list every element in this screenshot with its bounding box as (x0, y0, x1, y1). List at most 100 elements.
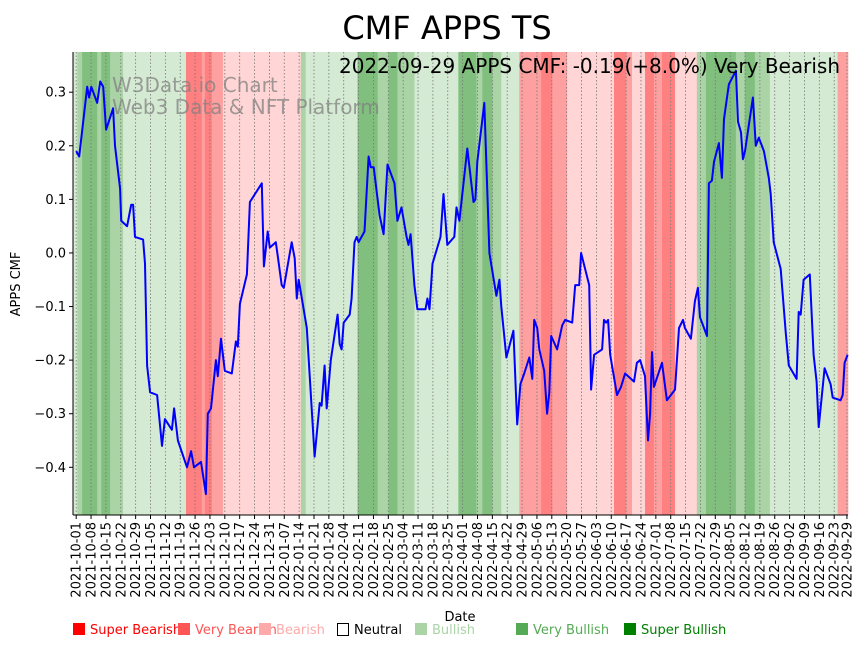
legend-swatch (73, 623, 85, 635)
legend-item: Bearish (259, 623, 325, 638)
band-very-bullish (476, 52, 483, 515)
watermark-line-1: W3Data.io Chart (112, 73, 278, 97)
y-tick-label: −0.2 (34, 354, 66, 369)
axes: 2021-10-01 2021-10-08 2021-10-15 2021-10-22… (34, 52, 855, 598)
x-tick-label: 2022-05-13 (545, 522, 560, 598)
x-axis-label: Date (444, 610, 475, 625)
x-tick-label: 2022-03-25 (441, 522, 456, 598)
legend-item: Neutral (337, 623, 402, 638)
legend-item: Bullish (415, 623, 475, 638)
x-tick-label: 2022-02-11 (352, 522, 367, 598)
legend-swatch (624, 623, 636, 635)
x-tick-label: 2022-06-24 (634, 522, 649, 598)
band-very-bullish (492, 52, 502, 515)
band-bullish (414, 52, 459, 515)
x-tick-label: 2022-08-19 (753, 522, 768, 598)
x-tick-label: 2022-03-18 (426, 522, 441, 598)
y-tick-label: 0.1 (45, 193, 66, 208)
band-bearish (632, 52, 646, 515)
x-tick-label: 2022-03-04 (397, 522, 412, 598)
legend-label: Super Bullish (641, 623, 726, 638)
band-very-bearish (525, 52, 542, 515)
legend-swatch (178, 623, 190, 635)
band-bullish (501, 52, 520, 515)
x-tick-label: 2022-04-15 (486, 522, 501, 598)
x-tick-label: 2022-09-29 (840, 522, 855, 598)
band-bullish (123, 52, 187, 515)
band-super-bearish (185, 52, 203, 515)
x-tick-label: 2022-06-10 (605, 522, 620, 598)
x-tick-label: 2022-08-05 (724, 522, 739, 598)
x-tick-label: 2022-09-09 (798, 522, 813, 598)
legend-item: Super Bullish (624, 623, 726, 638)
x-tick-label: 2022-05-06 (530, 522, 545, 598)
band-super-bearish (614, 52, 627, 515)
legend-swatch (259, 623, 271, 635)
legend: Super Bearish Very Bearish Bearish Neutral B… (73, 623, 726, 638)
band-bearish (674, 52, 698, 515)
band-super-bullish (357, 52, 378, 515)
band-very-bullish (97, 52, 102, 515)
cmf-series-line (75, 69, 849, 496)
band-very-bullish (77, 52, 83, 515)
x-tick-label: 2021-12-31 (263, 522, 278, 598)
x-tick-label: 2022-03-11 (412, 522, 427, 598)
band-very-bullish (735, 52, 746, 515)
y-tick-label: −0.3 (34, 407, 66, 422)
x-tick-label: 2022-01-14 (293, 522, 308, 598)
x-tick-label: 2022-07-22 (694, 522, 709, 598)
band-super-bullish (744, 52, 756, 515)
band-very-bullish (110, 52, 124, 515)
band-super-bullish (82, 52, 98, 515)
band-super-bearish (662, 52, 676, 515)
band-very-bearish (837, 52, 849, 515)
band-bearish (567, 52, 615, 515)
x-tick-label: 2021-12-17 (233, 522, 248, 598)
x-tick-label: 2022-04-22 (501, 522, 516, 598)
x-tick-label: 2021-10-15 (99, 522, 114, 598)
x-tick-label: 2022-02-18 (367, 522, 382, 598)
band-very-bearish (201, 52, 206, 515)
x-tick-label: 2022-01-07 (278, 522, 293, 598)
x-tick-label: 2021-11-26 (189, 522, 204, 598)
x-tick-label: 2021-11-19 (174, 522, 189, 598)
x-tick-label: 2022-09-23 (828, 522, 843, 598)
watermark-line-2: Web3 Data & NFT Platform (112, 95, 380, 119)
x-tick-label: 2022-01-28 (322, 522, 337, 598)
chart-title: CMF APPS TS (342, 9, 551, 47)
band-very-bearish (653, 52, 663, 515)
x-tick-label: 2022-02-04 (337, 522, 352, 598)
x-tick-label: 2022-06-17 (620, 522, 635, 598)
x-tick-label: 2022-05-27 (575, 522, 590, 598)
x-tick-label: 2021-11-05 (144, 522, 159, 598)
y-tick-label: 0.2 (45, 139, 66, 154)
latest-value-annotation: 2022-09-29 APPS CMF: -0.19(+8.0%) Very B… (339, 54, 840, 78)
band-super-bearish (204, 52, 213, 515)
band-very-bullish (397, 52, 415, 515)
x-tick-label: 2021-10-22 (114, 522, 129, 598)
legend-swatch (337, 623, 349, 636)
x-tick-label: 2021-12-10 (218, 522, 233, 598)
band-very-bearish (211, 52, 224, 515)
x-tick-label: 2022-07-08 (664, 522, 679, 598)
band-bullish (73, 52, 78, 515)
x-tick-label: 2022-04-01 (456, 522, 471, 598)
band-very-bullish (696, 52, 707, 515)
x-tick-label: 2022-05-20 (560, 522, 575, 598)
band-super-bullish (388, 52, 398, 515)
x-tick-label: 2022-04-08 (471, 522, 486, 598)
x-tick-label: 2022-04-29 (516, 522, 531, 598)
x-tick-label: 2022-07-29 (709, 522, 724, 598)
x-tick-label: 2021-10-01 (70, 522, 85, 598)
y-tick-label: −0.4 (34, 461, 66, 476)
band-bearish (222, 52, 302, 515)
x-tick-label: 2022-09-02 (783, 522, 798, 598)
legend-label: Bullish (432, 623, 475, 638)
band-super-bullish (458, 52, 477, 515)
band-super-bullish (705, 52, 737, 515)
x-tick-label: 2021-10-29 (129, 522, 144, 598)
x-tick-label: 2021-10-08 (85, 522, 100, 598)
band-very-bullish (754, 52, 771, 515)
y-axis-label: APPS CMF (9, 252, 24, 317)
